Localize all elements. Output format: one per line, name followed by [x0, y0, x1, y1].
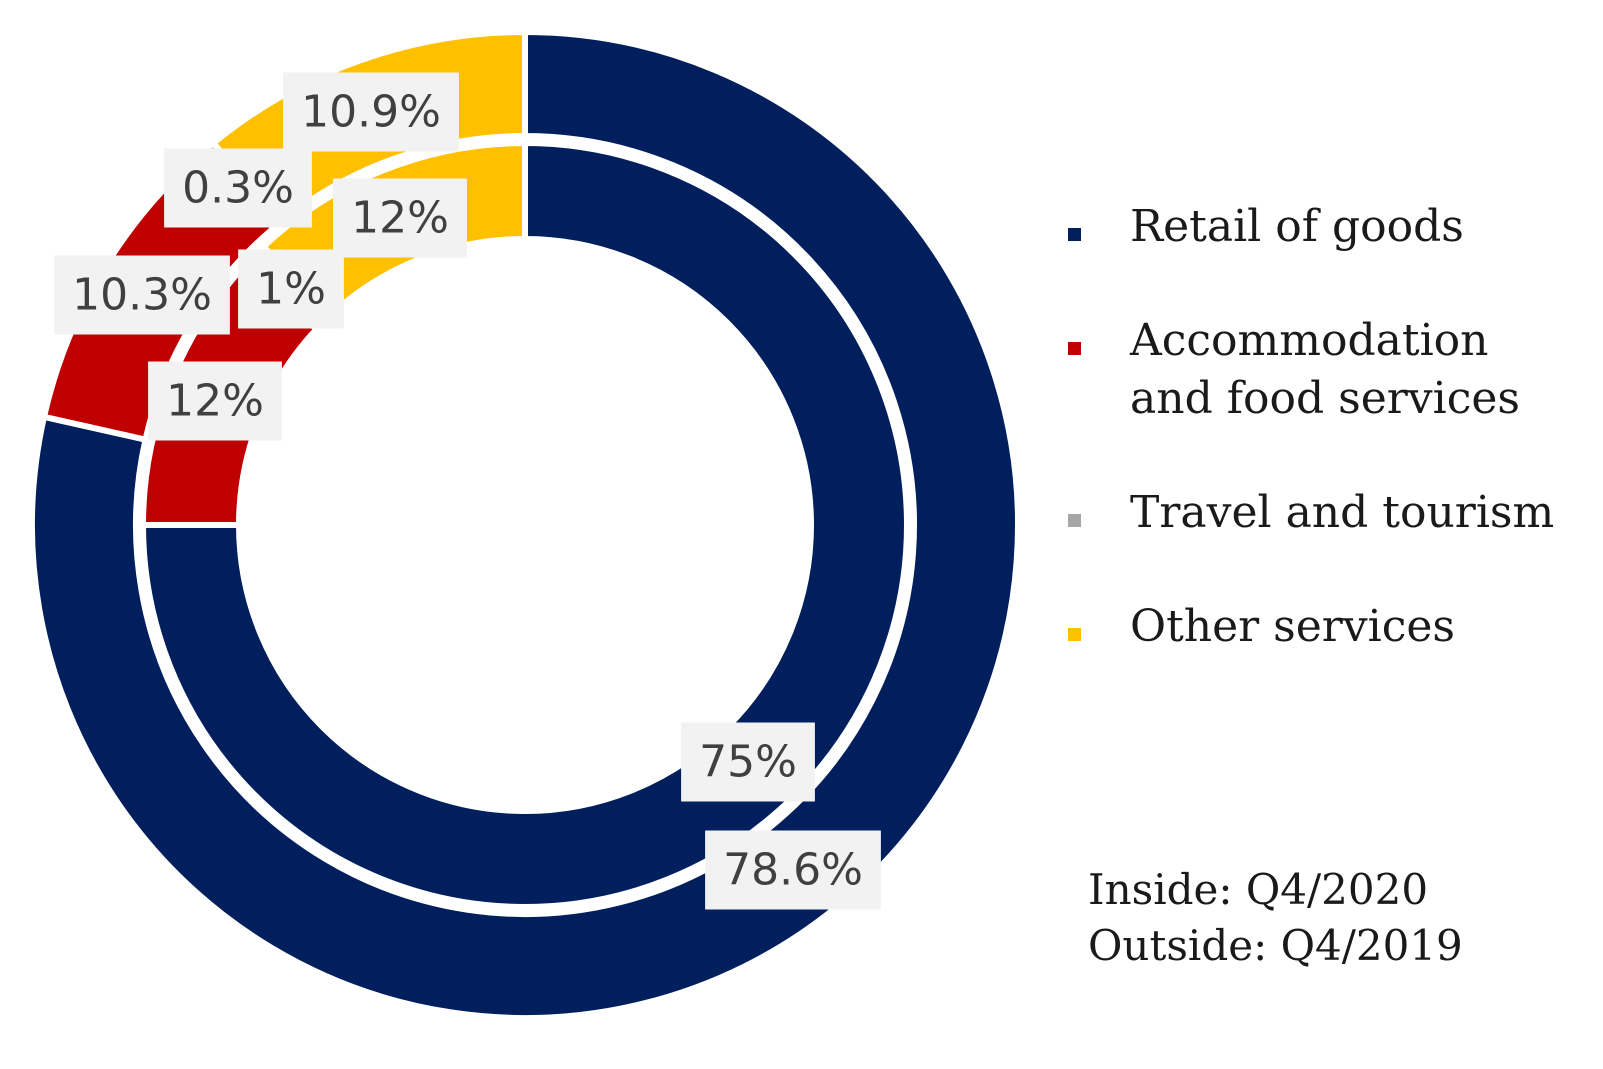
- legend-label-travel: Travel and tourism: [1130, 487, 1555, 538]
- legend-label-other: Other services: [1130, 601, 1455, 652]
- legend: Retail of goods Accommodation and food s…: [1068, 198, 1554, 712]
- svg-text:78.6%: 78.6%: [723, 845, 863, 896]
- svg-text:0.3%: 0.3%: [182, 163, 294, 214]
- legend-item-accommodation: Accommodation and food services: [1068, 312, 1554, 428]
- svg-text:1%: 1%: [256, 264, 326, 315]
- svg-text:10.3%: 10.3%: [72, 270, 212, 321]
- svg-text:10.9%: 10.9%: [301, 87, 441, 138]
- svg-text:75%: 75%: [699, 737, 797, 788]
- data-label-outer-travel: 0.3%: [164, 148, 312, 228]
- note-outside: Outside: Q4/2019: [1088, 921, 1463, 970]
- svg-text:12%: 12%: [351, 193, 449, 244]
- legend-swatch-other: [1068, 628, 1081, 641]
- ring-period-note: Inside: Q4/2020 Outside: Q4/2019: [1088, 862, 1463, 974]
- data-label-inner-other: 12%: [333, 178, 467, 258]
- legend-swatch-retail: [1068, 228, 1081, 241]
- legend-swatch-travel: [1068, 514, 1081, 527]
- donut-data-labels: 78.6% 10.3% 0.3%10.9% 75% 12% 1% 12%: [54, 72, 881, 910]
- data-label-inner-accommodation: 12%: [148, 361, 282, 441]
- legend-swatch-accommodation: [1068, 342, 1081, 355]
- note-inside: Inside: Q4/2020: [1088, 865, 1429, 914]
- legend-item-other: Other services: [1068, 598, 1554, 656]
- slice-outer-retail: [29, 28, 1021, 1021]
- data-label-outer-other: 10.9%: [283, 72, 459, 152]
- svg-text:12%: 12%: [166, 376, 264, 427]
- legend-item-travel: Travel and tourism: [1068, 484, 1554, 542]
- slice-inner-retail: [139, 139, 910, 910]
- legend-label-accommodation: Accommodation and food services: [1130, 315, 1520, 424]
- legend-item-retail: Retail of goods: [1068, 198, 1554, 256]
- data-label-inner-travel: 1%: [238, 249, 344, 329]
- data-label-outer-accommodation: 10.3%: [54, 255, 230, 335]
- data-label-inner-retail: 75%: [681, 722, 815, 802]
- data-label-outer-retail: 78.6%: [705, 830, 881, 910]
- legend-label-retail: Retail of goods: [1130, 201, 1464, 252]
